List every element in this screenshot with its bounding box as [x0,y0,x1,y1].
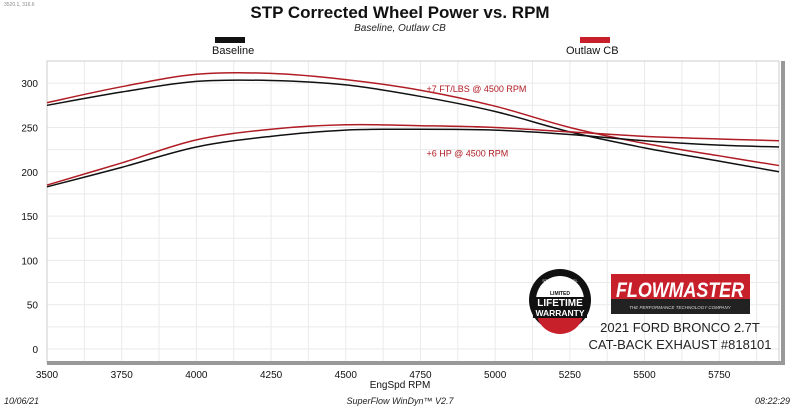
axis-ticks: 3500 3750 4000 4250 4500 4750 5000 5250 5500 5750… [21,79,730,381]
y-tick-label: 250 [21,123,38,134]
x-tick-label: 4250 [260,370,283,381]
legend-label-baseline: Baseline [212,45,255,57]
svg-text:LIMITED: LIMITED [550,291,570,297]
legend-label-outlaw: Outlaw CB [566,45,619,57]
x-tick-label: 4750 [409,370,432,381]
series-line-hp-baseline [46,128,780,188]
x-tick-label: 3500 [36,370,59,381]
footer-time: 08:22:29 [754,396,790,406]
y-tick-label: 150 [21,212,38,223]
series-lines [46,71,780,188]
x-tick-label: 4500 [335,370,358,381]
cursor-coordinate-readout: 3520.1, 316.6 [4,2,35,8]
annotations: +7 FT/LBS @ 4500 RPM +6 HP @ 4500 RPM [426,84,526,159]
product-line-1: 2021 FORD BRONCO 2.7T [600,320,760,335]
x-tick-label: 5750 [708,370,731,381]
chart-title: STP Corrected Wheel Power vs. RPM [250,3,550,22]
series-line-torque-baseline [46,79,780,173]
series-line-hp-outlaw [46,123,780,186]
y-tick-label: 100 [21,256,38,267]
legend-swatch-baseline [215,37,245,43]
svg-text:WARRANTY: WARRANTY [535,308,584,318]
y-tick-label: 200 [21,168,38,179]
y-tick-label: 0 [32,345,38,356]
product-line-2: CAT-BACK EXHAUST #818101 [588,337,771,352]
footer-software: SuperFlow WinDyn™ V2.7 [346,396,454,406]
svg-text:THE PERFORMANCE TECHNOLOGY COM: THE PERFORMANCE TECHNOLOGY COMPANY [629,305,732,310]
legend-outlaw: Outlaw CB [566,37,619,57]
grid [46,60,779,363]
chart-subtitle: Baseline, Outlaw CB [354,23,446,34]
svg-text:FLOWMASTER: FLOWMASTER [616,279,745,302]
flowmaster-logo: FLOWMASTER THE PERFORMANCE TECHNOLOGY CO… [611,274,750,314]
series-line-torque-outlaw [46,71,780,167]
legend-baseline: Baseline [212,37,254,57]
legend-swatch-outlaw [580,37,610,43]
x-tick-label: 5500 [633,370,656,381]
footer-date: 10/06/21 [4,396,40,406]
plot-border-inner [46,60,780,364]
svg-text:LIFETIME: LIFETIME [537,298,583,309]
plot-frame [47,61,785,365]
svg-text:STAINLESS STEEL: STAINLESS STEEL [542,278,578,283]
annotation-gain: +6 HP @ 4500 RPM [426,149,508,159]
x-axis-label: EngSpd RPM [370,380,431,391]
lifetime-warranty-badge: STAINLESS STEEL LIMITED LIFETIME WARRANT… [529,269,591,334]
y-tick-label: 50 [27,301,39,312]
x-tick-label: 5250 [559,370,582,381]
x-tick-label: 5000 [484,370,507,381]
x-tick-label: 4000 [185,370,208,381]
annotation-gain: +7 FT/LBS @ 4500 RPM [426,84,526,94]
x-tick-label: 3750 [111,370,134,381]
y-tick-label: 300 [21,79,38,90]
